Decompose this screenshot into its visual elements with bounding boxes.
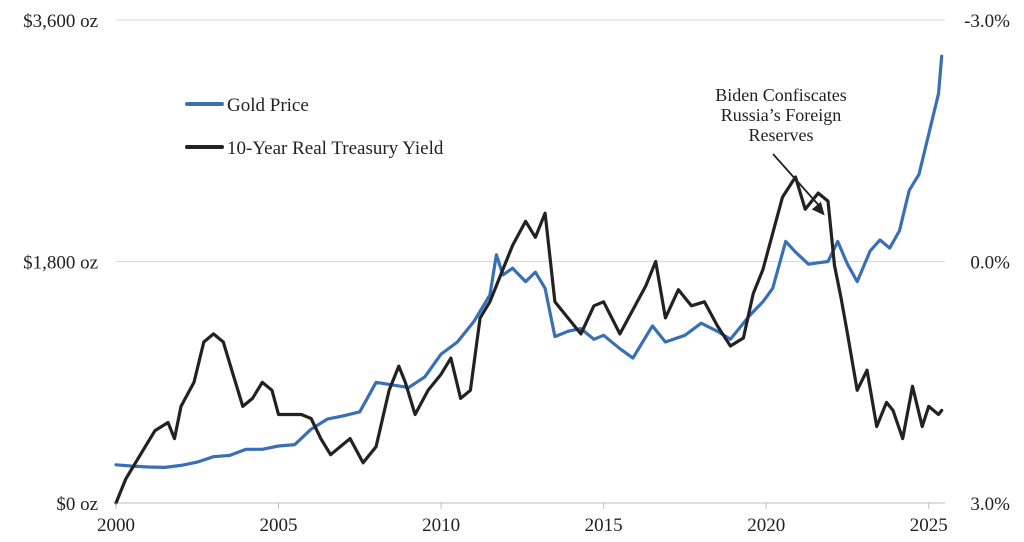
x-axis-ticks: 2000 2005 2010 2015 2020 2025 [97,503,948,536]
x-tick-label: 2020 [747,515,785,536]
legend-label: Gold Price [227,95,309,116]
right-tick-label: 0.0% [970,253,1010,274]
x-tick-label: 2025 [910,515,948,536]
left-tick-label: $1,800 oz [23,253,98,274]
left-tick-label: $3,600 oz [23,11,98,32]
x-tick-label: 2010 [422,515,460,536]
series-line-real-yield [114,175,944,505]
annotation-arrow-line [772,153,822,209]
annotation-text: Reserves [749,125,814,145]
x-tick-label: 2015 [585,515,623,536]
left-axis-ticks: $0 oz $1,800 oz $3,600 oz [23,11,98,515]
right-axis-ticks: -3.0% 0.0% 3.0% [964,11,1010,515]
series-line-gold-price [114,54,944,469]
annotation-text: Biden Confiscates [715,85,846,105]
x-tick-label: 2000 [97,515,135,536]
right-tick-label: -3.0% [964,11,1010,32]
legend: Gold Price 10-Year Real Treasury Yield [185,95,444,159]
left-tick-label: $0 oz [56,494,98,515]
annotation-text: Russia’s Foreign [721,105,842,125]
series-lines [114,54,944,505]
legend-label: 10-Year Real Treasury Yield [227,138,444,159]
annotation-arrowhead [811,201,825,216]
right-tick-label: 3.0% [970,494,1010,515]
x-tick-label: 2005 [260,515,298,536]
